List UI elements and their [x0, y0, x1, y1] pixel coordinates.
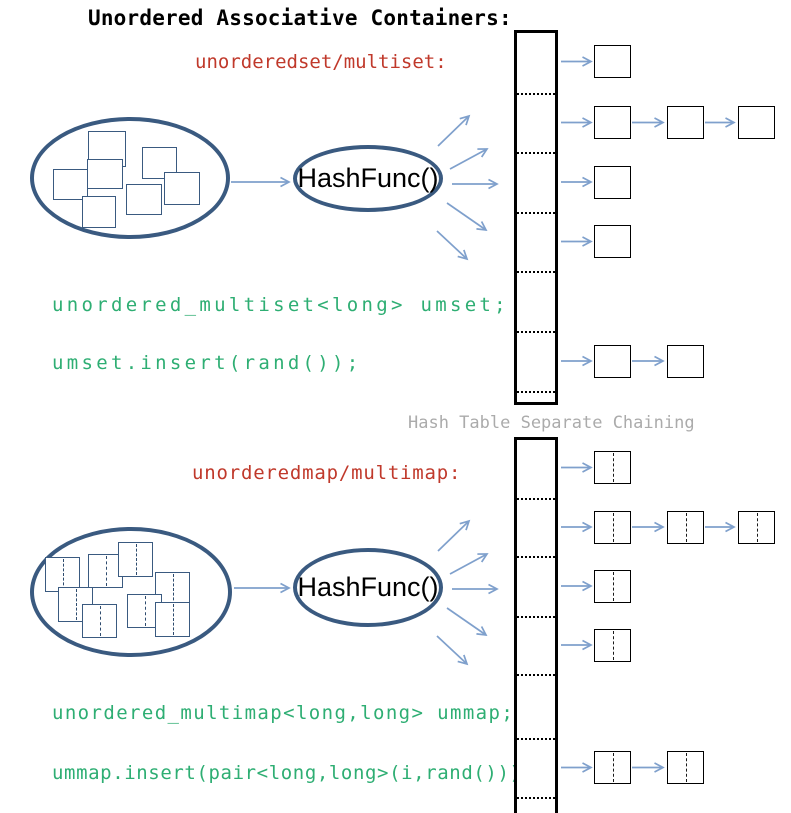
- map-hash-table: [514, 437, 558, 813]
- pair-divider: [135, 544, 137, 575]
- chain-node-pair: [594, 628, 631, 662]
- map-hash-function-label: HashFunc(): [297, 572, 439, 602]
- key-value-divider: [612, 753, 614, 782]
- page-title: Unordered Associative Containers:: [88, 6, 512, 30]
- pair-divider: [75, 589, 77, 620]
- bucket-separator: [517, 271, 555, 273]
- element-square: [82, 196, 116, 228]
- element-square: [53, 169, 88, 200]
- bucket-separator: [517, 152, 555, 154]
- chain-node-pair: [594, 751, 631, 784]
- element-square: [164, 172, 200, 205]
- chain-node: [594, 165, 631, 199]
- bucket-separator: [517, 674, 555, 676]
- set-section-label: unorderedset/multiset:: [195, 51, 447, 73]
- map-hash-function-ellipse: HashFunc(): [293, 548, 443, 627]
- bucket-separator: [517, 391, 555, 393]
- bucket-separator: [517, 797, 555, 799]
- key-value-divider: [612, 453, 614, 482]
- element-square: [87, 159, 123, 189]
- pair-divider: [144, 596, 146, 626]
- pair-element-square: [82, 604, 117, 638]
- pair-divider: [172, 604, 174, 635]
- pair-divider: [99, 606, 101, 636]
- set-elements-bag-ellipse: [30, 117, 230, 239]
- pair-divider: [105, 556, 107, 586]
- pair-divider: [62, 559, 64, 590]
- set-code-declaration: unordered_multiset<long> umset;: [52, 294, 509, 316]
- key-value-divider: [612, 512, 614, 542]
- bucket-separator: [517, 616, 555, 618]
- key-value-divider: [685, 753, 687, 782]
- bucket-separator: [517, 331, 555, 333]
- bucket-separator: [517, 212, 555, 214]
- set-hash-function-label: HashFunc(): [297, 163, 439, 193]
- set-hash-table: [514, 30, 558, 405]
- key-value-divider: [612, 571, 614, 601]
- chain-node: [667, 106, 704, 139]
- chain-node-pair: [667, 510, 704, 544]
- bucket-separator: [517, 93, 555, 95]
- key-value-divider: [685, 512, 687, 542]
- bucket-separator: [517, 738, 555, 740]
- chain-node-pair: [738, 510, 775, 544]
- element-square: [126, 184, 162, 215]
- chain-node: [594, 344, 631, 378]
- chain-node: [594, 106, 631, 139]
- chain-node-pair: [667, 751, 704, 784]
- pair-divider: [172, 574, 174, 605]
- pair-element-square: [45, 557, 80, 592]
- pair-element-square: [155, 602, 190, 637]
- pair-element-square: [118, 542, 153, 577]
- chain-node-pair: [594, 451, 631, 484]
- chain-node-pair: [594, 569, 631, 603]
- chain-node-pair: [594, 510, 631, 544]
- map-section-label: unorderedmap/multimap:: [192, 462, 462, 484]
- bucket-separator: [517, 556, 555, 558]
- chain-node: [667, 344, 704, 378]
- map-code-declaration: unordered_multimap<long,long> ummap;: [52, 702, 515, 724]
- set-code-insert: umset.insert(rand());: [52, 352, 362, 374]
- map-code-insert: ummap.insert(pair<long,long>(i,rand()));: [52, 762, 534, 784]
- bucket-separator: [517, 498, 555, 500]
- key-value-divider: [612, 630, 614, 660]
- map-elements-bag-ellipse: [30, 527, 232, 657]
- set-hash-function-ellipse: HashFunc(): [293, 145, 443, 212]
- caption-separate-chaining: Hash Table Separate Chaining: [408, 413, 695, 433]
- chain-node: [594, 225, 631, 258]
- chain-node: [738, 106, 775, 139]
- key-value-divider: [756, 512, 758, 542]
- chain-node: [594, 45, 631, 78]
